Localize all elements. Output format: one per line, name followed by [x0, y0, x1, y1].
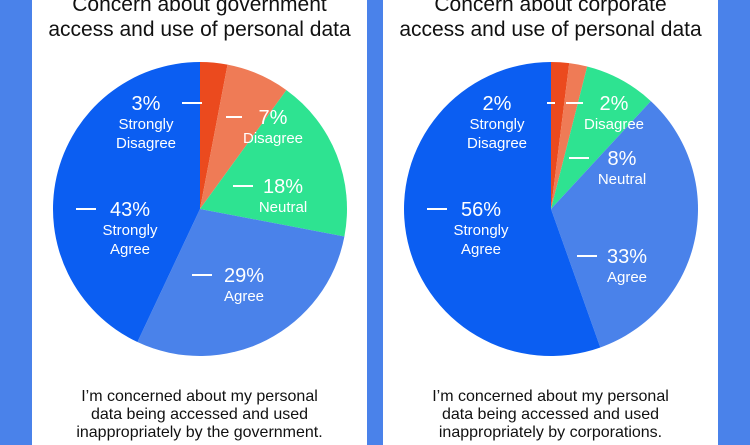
slice-label: 8%Neutral	[598, 148, 646, 188]
government-pie-chart: 3%StronglyDisagree7%Disagree18%Neutral29…	[52, 61, 348, 357]
title-line: Concern about government	[72, 0, 327, 16]
slice-label: 56%Strongly Agree	[453, 199, 509, 258]
slice-category-label: Strongly	[469, 116, 525, 133]
slice-value-label: 8%	[608, 148, 637, 170]
slice-value-label: 29%	[224, 265, 264, 287]
slice-label: 33%Agree	[607, 246, 647, 286]
slice-label: 2%Strongly Disagree	[467, 93, 527, 152]
slice-category-label: Agree	[461, 241, 501, 258]
slice-value-label: 2%	[600, 93, 629, 115]
slice-value-label: 3%	[132, 93, 161, 115]
caption-line: data being accessed and used	[90, 406, 309, 423]
caption-line: inappropriately by corporations.	[438, 424, 663, 441]
pie-slice-strongly-disagree	[200, 61, 228, 209]
caption-line: data being accessed and used	[441, 406, 660, 423]
pie-slice-agree	[551, 101, 699, 348]
slice-category-label: Disagree	[584, 116, 644, 133]
caption-line: I’m concerned about my personal	[432, 388, 669, 405]
pie-slice-agree	[137, 209, 345, 357]
title-line: access and use of personal data	[399, 18, 702, 41]
slice-category-label: Agree	[110, 241, 150, 258]
caption-line: I’m concerned about my personal	[81, 388, 318, 405]
pie-slice-neutral	[551, 66, 651, 209]
slice-value-label: 2%	[483, 93, 512, 115]
title-line: Concern about corporate	[434, 0, 667, 16]
slice-value-label: 43%	[110, 199, 150, 221]
slice-category-label: Agree	[224, 288, 264, 305]
pie-slice-strongly-disagree	[551, 62, 570, 209]
slice-label: 2%Disagree	[584, 93, 644, 133]
pie-slice-disagree	[551, 63, 588, 209]
slice-label: 29%Agree	[224, 265, 264, 305]
slice-value-label: 56%	[461, 199, 501, 221]
slice-category-label: Disagree	[467, 135, 527, 152]
slice-category-label: Strongly	[118, 116, 174, 133]
government-chart-panel: Concern about government access and use …	[32, 0, 367, 445]
title-line: access and use of personal data	[48, 18, 351, 41]
slice-label: 7%Disagree	[243, 107, 303, 147]
chart-title: Concern about government access and use …	[32, 0, 367, 42]
slice-value-label: 18%	[263, 176, 303, 198]
chart-caption: I’m concerned about my personal data bei…	[32, 388, 367, 442]
slice-category-label: Strongly	[453, 222, 509, 239]
pie-slice-neutral	[200, 90, 348, 237]
slice-value-label: 33%	[607, 246, 647, 268]
slice-category-label: Disagree	[243, 130, 303, 147]
slice-category-label: Neutral	[598, 171, 646, 188]
slice-category-label: Disagree	[116, 135, 176, 152]
chart-caption: I’m concerned about my personal data bei…	[383, 388, 718, 442]
pie-slice-strongly-agree	[404, 62, 601, 356]
corporate-pie-chart: 2%StronglyDisagree2%Disagree8%Neutral33%…	[404, 62, 699, 356]
slice-category-label: Agree	[607, 269, 647, 286]
pie-slice-disagree	[200, 64, 287, 209]
slice-label: 43%Strongly Agree	[102, 199, 158, 258]
slice-value-label: 7%	[259, 107, 288, 129]
slice-category-label: Neutral	[259, 199, 307, 216]
slice-label: 18%Neutral	[259, 176, 307, 216]
pie-slice-strongly-agree	[52, 61, 200, 343]
slice-category-label: Strongly	[102, 222, 158, 239]
caption-line: inappropriately by the government.	[76, 424, 323, 441]
corporate-chart-panel: Concern about corporate access and use o…	[383, 0, 718, 445]
chart-title: Concern about corporate access and use o…	[383, 0, 718, 42]
slice-label: 3%Strongly Disagree	[116, 93, 176, 152]
